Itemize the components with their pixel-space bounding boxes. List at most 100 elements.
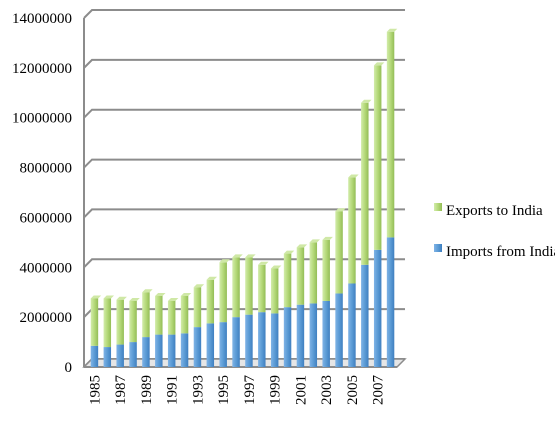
x-tick-label: 1999 <box>268 375 284 405</box>
bar-imports <box>322 300 330 367</box>
x-tick-label: 1989 <box>139 375 155 405</box>
bar-exports <box>309 242 318 304</box>
gridline <box>83 208 405 219</box>
bar-top-cap <box>309 239 321 243</box>
bar-exports <box>129 300 137 343</box>
bar-top-cap <box>129 297 140 301</box>
bar-imports <box>180 333 189 367</box>
legend-swatch-imports <box>434 244 442 252</box>
bar-imports <box>167 334 176 367</box>
bar-exports <box>167 300 176 335</box>
x-tick-label: 1997 <box>242 375 258 406</box>
bar-top-cap <box>245 254 256 258</box>
bar-imports <box>155 334 163 367</box>
gridline <box>83 9 405 19</box>
bar-exports <box>206 279 215 324</box>
bar-exports <box>258 264 266 313</box>
bar-top-cap <box>180 292 192 296</box>
bar-imports <box>258 312 266 367</box>
y-tick-label: 8000000 <box>20 161 73 177</box>
bar-imports <box>296 304 305 367</box>
bar-top-cap <box>258 261 269 265</box>
x-tick-label: 1985 <box>87 375 103 405</box>
y-tick-label: 12000000 <box>12 61 72 77</box>
bar-top-cap <box>193 284 205 288</box>
bar-imports <box>90 345 99 367</box>
bar-imports <box>142 337 150 367</box>
bar-imports <box>116 344 124 367</box>
bar-exports <box>373 65 382 250</box>
y-tick-label: 0 <box>65 360 73 376</box>
bar-exports <box>270 268 279 314</box>
bar-top-cap <box>103 295 115 299</box>
bar-top-cap <box>335 208 346 212</box>
y-tick-label: 4000000 <box>20 260 73 276</box>
bar-top-cap <box>167 297 179 301</box>
bar-top-cap <box>270 265 282 269</box>
bar-imports <box>309 303 318 367</box>
bar-exports <box>386 31 395 238</box>
bar-top-cap <box>361 99 372 103</box>
y-tick-label: 14000000 <box>12 11 72 27</box>
x-tick-label: 2001 <box>293 375 309 405</box>
bar-exports <box>245 257 253 315</box>
bar-top-cap <box>90 295 102 299</box>
bar-top-cap <box>386 28 398 32</box>
bar-imports <box>103 347 112 367</box>
bar-imports <box>348 283 356 367</box>
bar-imports <box>270 313 279 367</box>
bar-exports <box>193 287 202 328</box>
y-tick-label: 2000000 <box>20 310 73 326</box>
bar-exports <box>90 298 99 346</box>
bar-exports <box>296 247 305 305</box>
bar-imports <box>219 322 227 367</box>
bar-imports <box>193 327 202 367</box>
bar-exports <box>142 292 150 338</box>
bar-top-cap <box>296 244 308 248</box>
bars <box>90 28 398 367</box>
legend: Exports to India Imports from India <box>434 203 555 260</box>
bar-imports <box>373 249 382 367</box>
legend-label-exports: Exports to India <box>446 203 543 219</box>
bar-top-cap <box>232 254 243 258</box>
bar-exports <box>219 262 227 323</box>
bar-imports <box>283 307 292 367</box>
bar-exports <box>283 253 292 308</box>
x-tick-label: 1995 <box>216 375 232 405</box>
y-tick-label: 10000000 <box>12 111 72 127</box>
bar-exports <box>361 102 369 265</box>
x-axis-tick-labels: 1985 1987 1989 1991 1993 1995 1997 1999 2001 2003… <box>87 375 386 406</box>
bar-imports <box>129 342 137 367</box>
gridline <box>83 158 405 169</box>
bar-imports <box>245 314 253 367</box>
bar-imports <box>232 317 240 367</box>
legend-swatch-exports <box>434 203 442 211</box>
legend-label-imports: Imports from India <box>446 244 555 260</box>
bar-exports <box>180 295 189 334</box>
y-tick-label: 6000000 <box>20 210 73 226</box>
bar-imports <box>335 293 343 367</box>
bar-exports <box>232 257 240 318</box>
x-tick-label: 1991 <box>165 375 181 405</box>
x-tick-label: 2003 <box>319 375 335 405</box>
bar-top-cap <box>116 296 127 300</box>
bar-imports <box>206 323 215 367</box>
bar-exports <box>335 211 343 294</box>
bar-top-cap <box>206 276 218 280</box>
gridline <box>83 58 405 69</box>
x-tick-label: 2007 <box>371 375 387 406</box>
bar-imports <box>361 264 369 367</box>
bar-exports <box>103 298 112 348</box>
bar-top-cap <box>348 174 359 178</box>
bar-top-cap <box>322 236 333 240</box>
bar-exports <box>348 177 356 284</box>
x-tick-label: 1987 <box>113 375 129 406</box>
x-tick-label: 1993 <box>190 375 206 405</box>
gridline <box>83 108 405 119</box>
y-axis-tick-labels: 0 2000000 4000000 6000000 8000000 10000000 120… <box>12 11 72 376</box>
bar-imports <box>386 237 395 367</box>
bar-top-cap <box>283 250 295 254</box>
bar-top-cap <box>142 289 153 293</box>
bar-exports <box>116 299 124 345</box>
